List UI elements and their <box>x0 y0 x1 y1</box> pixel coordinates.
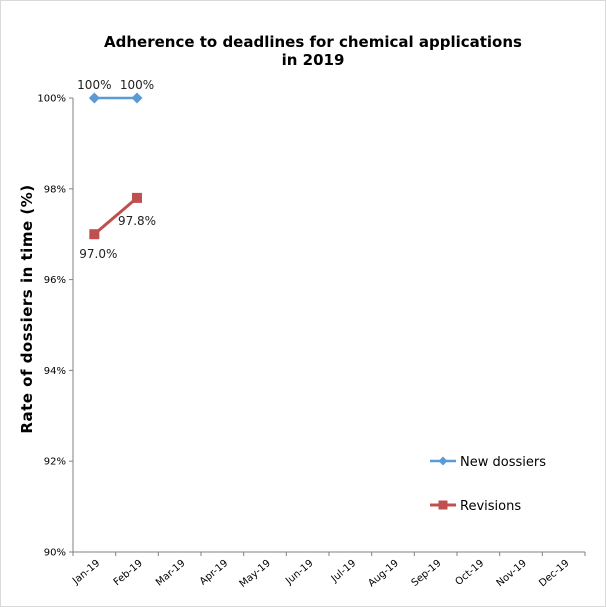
series-line <box>93 196 138 236</box>
legend-label: New dossiers <box>460 455 546 470</box>
legend-marker <box>438 500 448 510</box>
y-axis-label: Rate of dossiers in time (%) <box>18 184 36 433</box>
y-tick-label: 98% <box>44 184 66 195</box>
x-tick-label: May-19 <box>238 558 273 590</box>
x-tick-label: Dec-19 <box>537 558 571 589</box>
data-label: 100% <box>120 78 154 92</box>
series-marker <box>89 229 100 240</box>
legend: New dossiers Revisions <box>430 455 546 514</box>
x-tick-label: Apr-19 <box>198 558 230 588</box>
series-marker <box>132 192 142 203</box>
x-tick-label: Mar-19 <box>154 558 188 589</box>
y-tick-label: 90% <box>44 548 66 559</box>
x-tick-label: Aug-19 <box>366 558 401 589</box>
data-label: 100% <box>77 78 111 92</box>
x-tick-label: Oct-19 <box>453 558 486 588</box>
chart-title-line2: in 2019 <box>282 51 345 69</box>
y-ticks: 90% 92% 94% 96% 98% 100% <box>37 94 73 559</box>
series-marker <box>131 92 143 104</box>
x-tick-label: Nov-19 <box>495 558 529 589</box>
legend-label: Revisions <box>460 499 521 514</box>
x-tick-label: Jan-19 <box>70 558 102 587</box>
y-tick-label: 92% <box>44 457 66 468</box>
y-tick-label: 96% <box>44 275 66 286</box>
y-tick-label: 94% <box>44 366 66 377</box>
x-tick-label: Feb-19 <box>112 558 145 588</box>
x-tick-label: Jun-19 <box>283 558 315 588</box>
chart-title-line1: Adherence to deadlines for chemical appl… <box>104 33 522 51</box>
series-marker <box>88 92 100 104</box>
series-group: 100% 100% 97.0% 97.8% <box>77 78 156 261</box>
data-label: 97.8% <box>118 214 156 228</box>
x-tick-label: Jul-19 <box>329 558 359 585</box>
legend-marker <box>438 456 448 466</box>
x-ticks: Jan-19 Feb-19 Mar-19 Apr-19 May-19 Jun-19 Jul-… <box>70 552 586 590</box>
y-tick-label: 100% <box>37 94 66 105</box>
data-label: 97.0% <box>79 247 117 261</box>
x-tick-label: Sep-19 <box>410 558 444 589</box>
